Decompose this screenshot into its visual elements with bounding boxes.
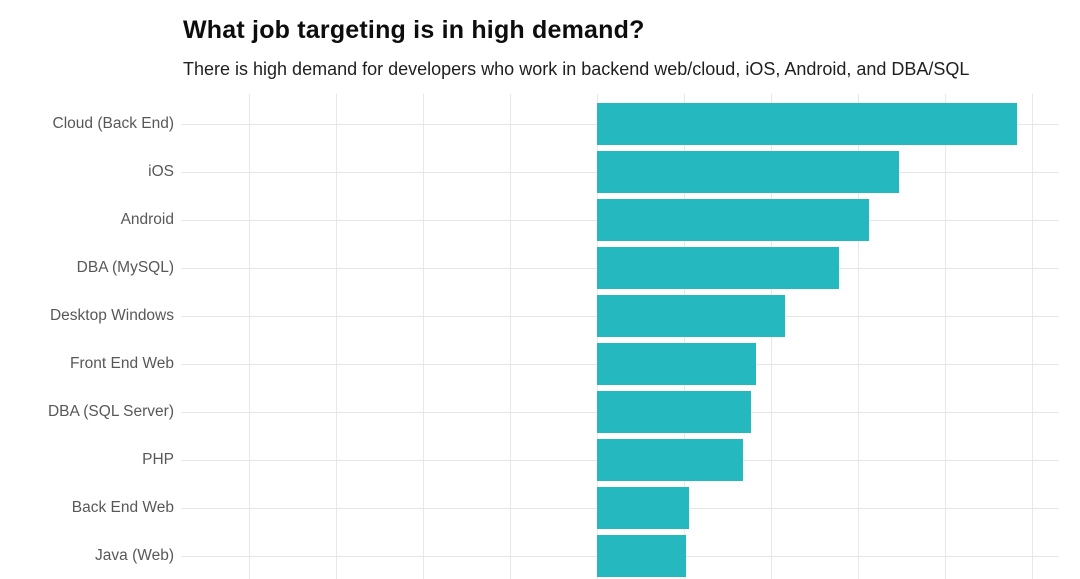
- category-label: DBA (SQL Server): [47, 403, 174, 420]
- chart-subtitle: There is high demand for developers who …: [183, 59, 970, 79]
- bar-ios: [597, 151, 899, 193]
- bar-dba-sql-server: [597, 391, 751, 433]
- bar-android: [597, 199, 869, 241]
- bar-dba-mysql: [597, 247, 839, 289]
- bar-desktop-windows: [597, 295, 785, 337]
- category-label: DBA (MySQL): [76, 259, 174, 276]
- bar-back-end-web: [597, 487, 689, 529]
- bar-php: [597, 439, 743, 481]
- x-gridline: [423, 94, 424, 579]
- category-label: iOS: [148, 163, 174, 180]
- bar-java-web: [597, 535, 686, 577]
- x-gridline: [858, 94, 859, 579]
- category-label: Desktop Windows: [49, 307, 174, 324]
- category-label: Front End Web: [70, 355, 174, 372]
- category-label: Back End Web: [71, 499, 174, 516]
- x-gridline: [510, 94, 511, 579]
- chart-title: What job targeting is in high demand?: [183, 16, 645, 44]
- x-gridline: [249, 94, 250, 579]
- category-label: Java (Web): [95, 547, 174, 564]
- category-label: PHP: [142, 451, 174, 468]
- bar-cloud-back-end: [597, 103, 1017, 145]
- bar-front-end-web: [597, 343, 756, 385]
- x-gridline: [336, 94, 337, 579]
- category-label: Cloud (Back End): [52, 115, 174, 132]
- x-gridline: [1032, 94, 1033, 579]
- x-gridline: [945, 94, 946, 579]
- category-label: Android: [120, 211, 174, 228]
